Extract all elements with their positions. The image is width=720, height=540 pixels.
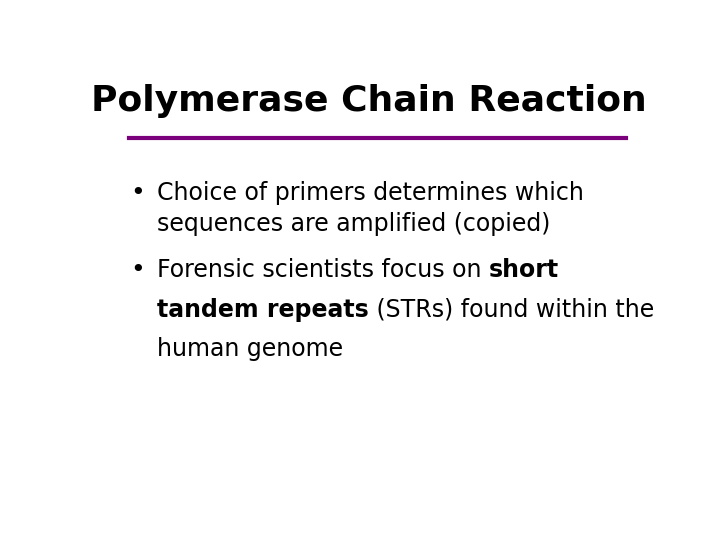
Text: Forensic scientists focus on: Forensic scientists focus on [157, 258, 489, 282]
Text: •: • [130, 258, 145, 282]
Text: tandem repeats: tandem repeats [157, 298, 369, 322]
Text: •: • [130, 181, 145, 205]
Text: Polymerase Chain Reaction: Polymerase Chain Reaction [91, 84, 647, 118]
Text: human genome: human genome [157, 337, 343, 361]
Text: short: short [489, 258, 559, 282]
Text: Choice of primers determines which
sequences are amplified (copied): Choice of primers determines which seque… [157, 181, 584, 236]
Text: (STRs) found within the: (STRs) found within the [369, 298, 654, 322]
